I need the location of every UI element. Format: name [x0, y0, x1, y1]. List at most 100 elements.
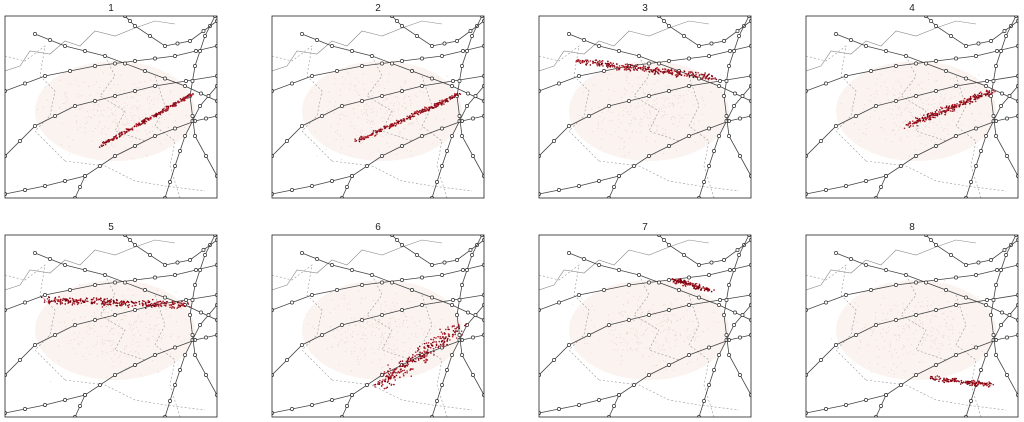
background-point: [910, 343, 912, 345]
cluster-point: [58, 296, 60, 298]
cluster-point: [924, 116, 926, 119]
background-point: [671, 321, 673, 323]
background-point: [649, 117, 651, 119]
cluster-point: [595, 63, 598, 65]
background-point: [943, 318, 945, 320]
background-point: [441, 318, 443, 320]
background-point: [646, 117, 648, 119]
background-point: [341, 113, 343, 115]
background-point: [611, 112, 613, 114]
station: [712, 368, 716, 372]
background-point: [93, 345, 95, 347]
background-point: [704, 104, 706, 106]
station: [173, 273, 177, 277]
cluster-point: [134, 304, 136, 307]
cluster-point: [162, 300, 164, 303]
cluster-point: [374, 386, 376, 388]
background-point: [665, 129, 667, 131]
background-point: [122, 111, 124, 113]
background-point: [938, 352, 940, 354]
station: [23, 407, 27, 411]
background-point: [659, 360, 661, 362]
station: [153, 134, 157, 138]
background-point: [948, 343, 950, 345]
cluster-point: [181, 302, 183, 305]
cluster-point: [421, 111, 424, 113]
cluster-point: [967, 380, 969, 383]
background-point: [940, 126, 942, 128]
background-point: [666, 87, 668, 89]
station: [577, 184, 581, 188]
background-point: [373, 134, 375, 136]
background-point: [944, 96, 946, 98]
background-point: [670, 302, 672, 304]
cluster-point: [404, 371, 406, 374]
cluster-point: [988, 90, 991, 92]
cluster-point: [918, 118, 920, 121]
station: [365, 383, 369, 387]
cluster-point: [909, 121, 911, 123]
background-point: [608, 99, 610, 101]
background-point: [340, 327, 342, 329]
background-point: [371, 324, 373, 326]
background-point: [625, 75, 627, 77]
background-point: [952, 328, 954, 330]
cluster-point: [964, 381, 967, 384]
background-point: [895, 81, 897, 83]
cluster-point: [945, 106, 948, 109]
cluster-point: [939, 109, 941, 111]
background-point: [930, 340, 932, 342]
cluster-point: [425, 107, 427, 109]
background-point: [104, 311, 106, 313]
background-point: [147, 99, 149, 101]
cluster-point: [691, 284, 694, 287]
background-point: [389, 336, 391, 338]
station: [647, 280, 651, 285]
cluster-point: [433, 336, 435, 339]
cluster-point: [106, 140, 109, 143]
cluster-point: [933, 114, 935, 117]
background-point: [388, 347, 390, 349]
background-point: [917, 324, 919, 326]
background-point: [677, 126, 679, 128]
cluster-point: [953, 378, 956, 381]
background-point: [894, 348, 896, 350]
station: [914, 94, 918, 98]
background-point: [945, 323, 947, 325]
background-point: [863, 132, 865, 134]
background-point: [363, 108, 365, 110]
cluster-point: [121, 301, 124, 304]
cluster-point: [59, 303, 62, 305]
cluster-point: [674, 74, 677, 76]
station: [974, 273, 978, 277]
background-point: [377, 150, 379, 152]
background-point: [895, 352, 897, 354]
background-point: [686, 336, 688, 338]
background-point: [134, 92, 136, 94]
station: [702, 399, 706, 403]
background-point: [131, 330, 133, 332]
background-point: [914, 127, 916, 129]
background-point: [666, 114, 668, 116]
background-point: [658, 354, 660, 356]
cluster-point: [662, 72, 665, 75]
background-point: [673, 369, 675, 371]
cluster-point: [169, 306, 171, 309]
map-panel: [539, 16, 751, 198]
background-point: [100, 304, 102, 306]
background-point: [96, 341, 98, 343]
background-point: [112, 350, 114, 352]
background-point: [940, 96, 942, 98]
background-point: [397, 127, 399, 129]
station: [597, 44, 601, 48]
cluster-point: [694, 288, 697, 290]
background-point: [927, 300, 929, 302]
background-point: [652, 304, 654, 306]
background-point: [910, 84, 912, 86]
background-point: [86, 326, 88, 328]
cluster-point: [108, 140, 110, 143]
background-point: [902, 346, 904, 348]
cluster-point: [414, 351, 417, 353]
background-point: [353, 112, 355, 114]
background-point: [129, 327, 131, 329]
